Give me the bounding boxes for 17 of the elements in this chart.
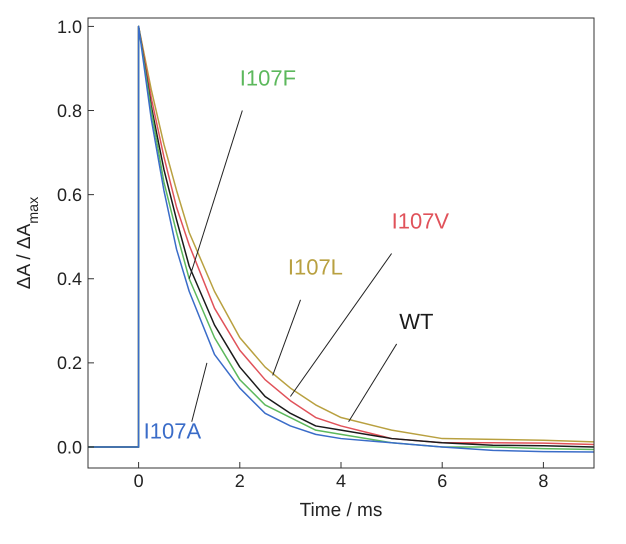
x-tick-label: 0 (134, 470, 144, 491)
y-tick-label: 1.0 (56, 16, 82, 37)
text: I107F (240, 65, 296, 90)
y-tick-label: 0.4 (56, 269, 82, 290)
y-tick-label: 0.2 (56, 353, 82, 374)
x-axis-title: Time / ms (300, 500, 382, 521)
series-label: I107A (144, 418, 202, 444)
y-tick-label: 0.8 (56, 100, 82, 121)
y-tick-label: 0.0 (56, 437, 82, 458)
x-tick-label: 2 (234, 470, 245, 491)
x-tick-label: 6 (437, 470, 448, 491)
text: I107V (392, 208, 450, 234)
text: I107L (288, 254, 343, 280)
x-tick-label: 4 (336, 470, 346, 491)
text: WT (399, 309, 434, 334)
x-tick-label: 8 (538, 470, 548, 491)
y-tick-label: 0.6 (56, 185, 82, 206)
